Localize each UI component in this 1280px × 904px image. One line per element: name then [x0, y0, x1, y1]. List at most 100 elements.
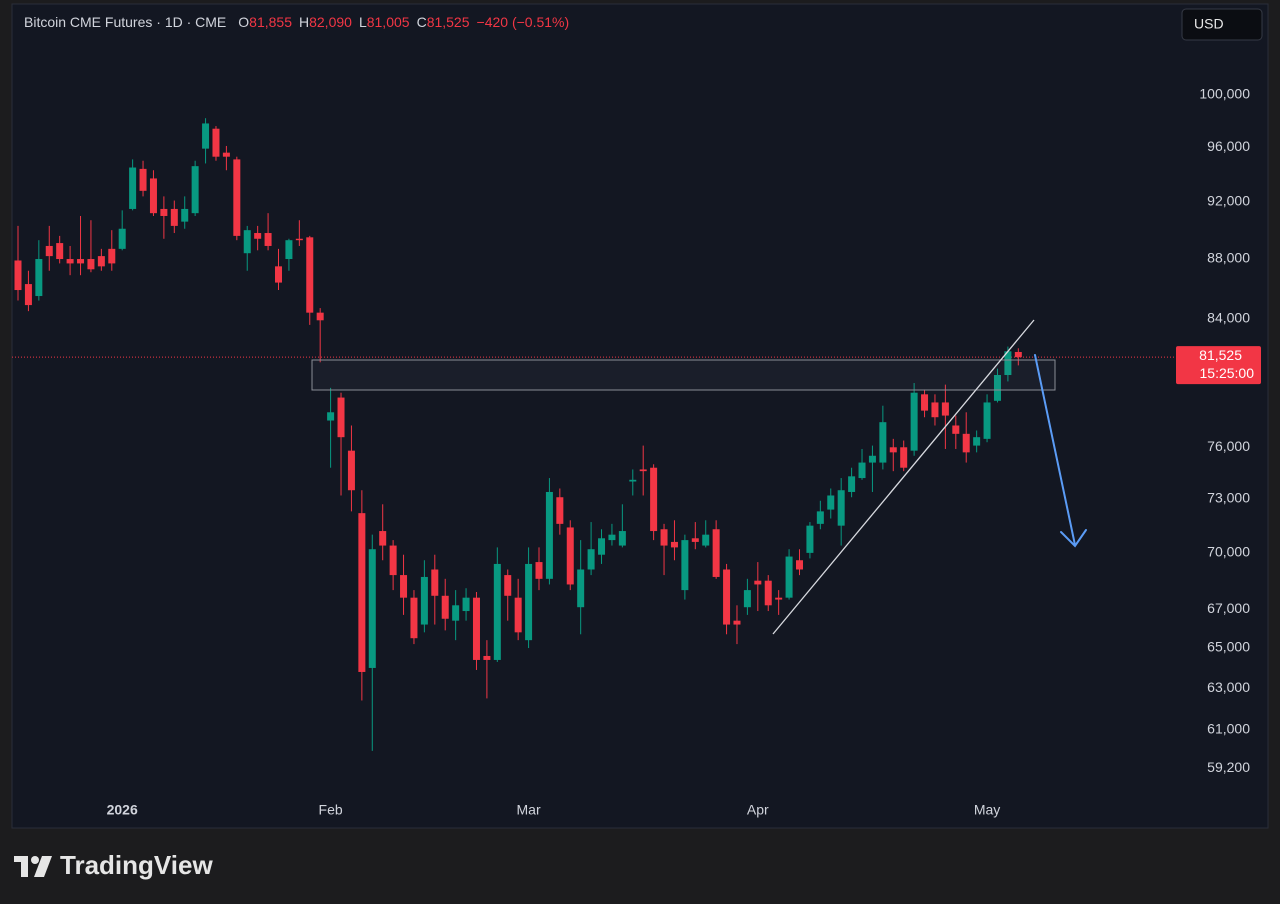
candle-body: [24, 284, 32, 306]
price-tag-countdown: 15:25:00: [1200, 365, 1255, 381]
candle-body: [962, 433, 970, 453]
ohlc-value: 82,090: [309, 14, 352, 30]
ohlc-key: L: [359, 14, 367, 30]
candle-body: [347, 450, 355, 491]
candle-body: [941, 402, 949, 416]
candle-body: [796, 560, 803, 570]
candle-body: [743, 590, 751, 608]
price-tag-value: 81,525: [1199, 347, 1242, 363]
price-tag: 81,525 15:25:00: [1176, 346, 1261, 385]
candle-body: [35, 259, 43, 297]
candle-body: [618, 531, 626, 546]
ohlc-key: C: [417, 14, 427, 30]
candle-body: [598, 538, 606, 555]
candle-body: [868, 455, 876, 463]
candle-body: [910, 392, 918, 451]
candle-body: [295, 238, 303, 241]
candle-body: [337, 397, 345, 438]
candle-body: [566, 527, 574, 585]
candle-body: [149, 178, 157, 214]
candle-body: [702, 534, 710, 546]
ohlc-key: O: [238, 14, 249, 30]
candle-body: [431, 569, 439, 596]
candle-body: [764, 580, 772, 606]
candle-body: [545, 491, 553, 579]
down-arrow: [1034, 354, 1087, 548]
y-tick-label: 63,000: [1207, 679, 1250, 695]
candle-body: [379, 531, 387, 546]
y-tick-label: 61,000: [1207, 720, 1250, 736]
candle-body: [129, 167, 137, 209]
ohlc-value: 81,855: [249, 14, 292, 30]
candle-body: [921, 394, 929, 411]
candle-body: [806, 525, 814, 553]
candle-body: [254, 233, 262, 239]
candle-body: [848, 476, 856, 492]
candle-body: [1004, 351, 1012, 376]
symbol-name: Bitcoin CME Futures · 1D · CME: [24, 14, 226, 30]
candle-body: [87, 259, 95, 270]
candle-body: [993, 375, 1001, 401]
candle-body: [191, 166, 199, 214]
candle-body: [212, 128, 220, 157]
candle-body: [670, 541, 678, 548]
x-tick-label: May: [974, 802, 1000, 818]
candle-body: [441, 595, 449, 619]
y-tick-label: 70,000: [1207, 544, 1250, 560]
y-tick-label: 100,000: [1199, 86, 1250, 102]
candle-body: [472, 597, 480, 660]
candle-body: [691, 538, 699, 542]
candle-body: [973, 437, 981, 446]
candle-body: [983, 402, 991, 439]
candle-body: [889, 447, 897, 453]
candle-body: [879, 422, 887, 463]
candle-body: [754, 580, 762, 585]
candle-body: [233, 159, 241, 236]
candle-body: [525, 563, 533, 641]
brand-logo: [14, 856, 52, 877]
y-tick-label: 65,000: [1207, 639, 1250, 655]
chart-panel: [11, 3, 1269, 829]
candle-body: [827, 495, 835, 510]
x-tick-label: Apr: [747, 802, 769, 818]
x-tick-label: Mar: [517, 802, 541, 818]
candle-body: [389, 545, 397, 576]
candle-body: [785, 556, 793, 598]
candle-body: [66, 259, 74, 264]
ohlc-value: 81,525: [427, 14, 470, 30]
y-tick-label: 76,000: [1207, 438, 1250, 454]
x-tick-label: 2026: [107, 802, 138, 818]
candle-body: [723, 569, 731, 625]
candle-body: [316, 312, 324, 321]
candle-body: [420, 576, 428, 625]
candle-body: [462, 597, 470, 612]
candle-body: [139, 168, 147, 191]
zone-rectangle: [311, 359, 1056, 391]
symbol-legend: Bitcoin CME Futures · 1D · CME O81,855 H82…: [24, 14, 569, 30]
candle-body: [222, 152, 230, 157]
candle-body: [681, 540, 689, 591]
candle-body: [775, 597, 783, 600]
candle-body: [160, 208, 168, 216]
candle-body: [1014, 351, 1022, 358]
plot-area: 100,000 96,000 92,000 88,000 84,000 76,000 73,…: [12, 86, 1250, 818]
candle-body: [97, 256, 105, 267]
candle-body: [118, 228, 126, 249]
candle-body: [108, 248, 116, 264]
candle-body: [14, 260, 22, 291]
trend-line: [772, 319, 1035, 635]
candle-body: [56, 243, 64, 260]
candle-body: [452, 605, 460, 621]
y-tick-label: 84,000: [1207, 309, 1250, 325]
candle-body: [493, 563, 501, 660]
candle-body: [170, 208, 178, 226]
candle-body: [900, 447, 908, 468]
currency-button[interactable]: [1181, 8, 1263, 41]
x-tick-label: Feb: [319, 802, 343, 818]
candle-body: [202, 123, 210, 149]
candle-body: [264, 233, 272, 246]
candle-body: [358, 513, 366, 672]
currency-label[interactable]: USD: [1194, 16, 1224, 32]
